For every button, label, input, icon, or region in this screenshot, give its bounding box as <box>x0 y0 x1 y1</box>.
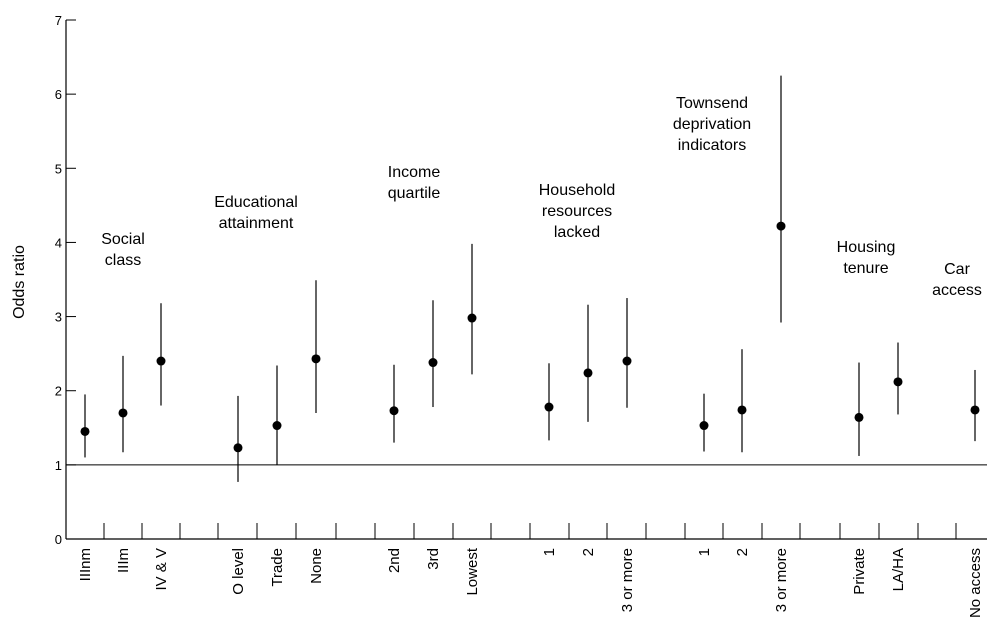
x-tick-label: IIInm <box>77 548 94 581</box>
y-tick-label: 4 <box>55 235 62 250</box>
group-label: Social class <box>101 231 145 269</box>
odds-ratio-point <box>893 377 903 387</box>
odds-ratio-point <box>776 221 786 231</box>
odds-ratio-point <box>544 402 554 412</box>
odds-ratio-point <box>467 313 477 323</box>
group-label-line: resources <box>542 203 612 220</box>
group-labels: Social class Educational attainment Income qu… <box>101 95 982 299</box>
x-tick-label: 2 <box>580 548 597 556</box>
odds-ratio-point <box>428 358 438 368</box>
odds-ratio-point <box>272 421 282 431</box>
odds-ratio-point <box>699 421 709 431</box>
odds-ratio-point <box>233 443 243 453</box>
x-tick-label: LA/HA <box>890 548 907 591</box>
y-tick-label: 3 <box>55 310 62 325</box>
y-axis-label: Odds ratio <box>11 245 28 319</box>
group-label: Townsend deprivation indicators <box>673 95 751 154</box>
x-tick-label: Lowest <box>464 547 481 595</box>
group-label-line: tenure <box>843 260 888 277</box>
x-tick-label: 1 <box>541 548 558 556</box>
x-tick-label: 3 or more <box>619 548 636 612</box>
x-tick-label: 2 <box>734 548 751 556</box>
y-tick-label: 5 <box>55 161 62 176</box>
y-tick-label: 2 <box>55 384 62 399</box>
group-label: Income quartile <box>388 164 441 202</box>
group-label-line: indicators <box>678 137 746 154</box>
odds-ratio-point <box>583 368 593 378</box>
x-tick-label: IV & V <box>153 548 170 591</box>
y-tick-label: 6 <box>55 87 62 102</box>
group-label-line: Townsend <box>676 95 748 112</box>
group-label-line: attainment <box>219 215 294 232</box>
x-tick-label: No access <box>967 548 984 618</box>
group-label-line: lacked <box>554 224 600 241</box>
odds-ratio-point <box>389 406 399 416</box>
x-tick-label: None <box>308 548 325 584</box>
group-label-line: Income <box>388 164 441 181</box>
group-label: Household resources lacked <box>539 182 616 241</box>
group-label-line: class <box>105 252 141 269</box>
x-tick-label: 3rd <box>425 548 442 570</box>
group-label-line: Educational <box>214 194 298 211</box>
x-tick-label: 3 or more <box>773 548 790 612</box>
odds-ratio-point <box>737 405 747 415</box>
x-tick-label: O level <box>230 548 247 595</box>
odds-ratio-point <box>80 426 90 436</box>
y-axis: 0 1 2 3 4 5 6 7 <box>55 13 76 547</box>
x-tick-label: Private <box>851 548 868 595</box>
group-label-line: Car <box>944 261 970 278</box>
group-label: Housing tenure <box>837 239 896 277</box>
y-tick-label: 0 <box>55 532 62 547</box>
group-label-line: Housing <box>837 239 896 256</box>
group-label-line: quartile <box>388 185 441 202</box>
group-label: Educational attainment <box>214 194 298 232</box>
odds-ratio-point <box>118 408 128 418</box>
odds-ratio-point <box>854 412 864 422</box>
data-marks <box>80 75 980 482</box>
y-tick-label: 1 <box>55 458 62 473</box>
x-tick-label: 1 <box>696 548 713 556</box>
x-tick-label: 2nd <box>386 548 403 573</box>
x-tick-label: IIIm <box>115 548 132 573</box>
group-label: Car access <box>932 261 982 299</box>
group-label-line: Household <box>539 182 616 199</box>
group-label-line: access <box>932 282 982 299</box>
odds-ratio-point <box>622 356 632 366</box>
y-tick-label: 7 <box>55 13 62 28</box>
group-label-line: deprivation <box>673 116 751 133</box>
odds-ratio-point <box>970 405 980 415</box>
x-tick-label: Trade <box>269 548 286 587</box>
odds-ratio-point <box>311 354 321 364</box>
odds-ratio-point <box>156 356 166 366</box>
x-axis: IIInm IIIm IV & V O level Trade None 2nd 3rd Low… <box>65 523 987 618</box>
group-label-line: Social <box>101 231 145 248</box>
